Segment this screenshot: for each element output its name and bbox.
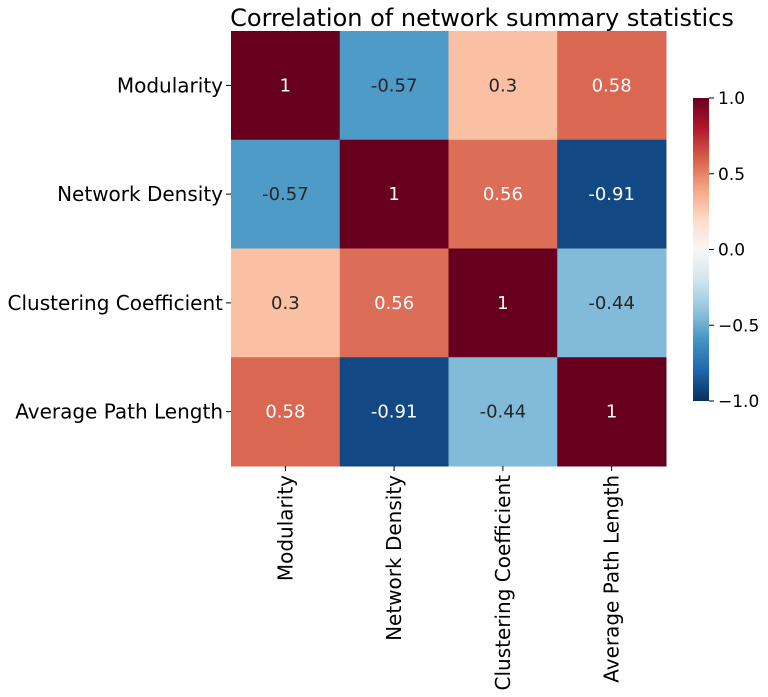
column-tick-label: Network Density bbox=[382, 475, 406, 641]
heatmap-cell-label: -0.57 bbox=[371, 75, 418, 96]
heatmap-cell bbox=[339, 31, 449, 141]
column-tick-label: Modularity bbox=[273, 475, 297, 581]
colorbar-ticks: 1.0 0.5 0.0 −0.5 −1.0 bbox=[709, 89, 759, 412]
column-tick-label: Clustering Coefficient bbox=[491, 475, 515, 691]
heatmap-cell-label: 0.3 bbox=[489, 75, 518, 96]
colorbar-tick-label: −0.5 bbox=[718, 316, 759, 336]
heatmap-cell bbox=[231, 139, 341, 249]
heatmap-cell-label: 0.56 bbox=[374, 293, 414, 314]
heatmap-cell bbox=[231, 357, 341, 467]
heatmap-cell bbox=[557, 357, 667, 467]
heatmap-cell bbox=[448, 31, 558, 141]
heatmap-cell-label: -0.91 bbox=[588, 184, 635, 205]
row-tick-label: Network Density bbox=[57, 182, 223, 206]
heatmap-cell-labels: 1 -0.57 0.3 0.58 -0.57 1 0.56 -0.91 0.3 0.56 1 -0.4… bbox=[262, 75, 635, 422]
heatmap-cell bbox=[448, 139, 558, 249]
heatmap-cell-label: -0.57 bbox=[262, 184, 309, 205]
heatmap-cell bbox=[557, 248, 667, 358]
column-tick-labels: Modularity Network Density Clustering Coef… bbox=[273, 466, 624, 691]
colorbar-tick-label: 1.0 bbox=[718, 89, 745, 109]
heatmap-cell-label: 0.58 bbox=[265, 402, 305, 423]
heatmap-cell bbox=[231, 31, 341, 141]
colorbar: 1.0 0.5 0.0 −0.5 −1.0 bbox=[693, 89, 759, 412]
heatmap-cell bbox=[448, 248, 558, 358]
heatmap-cell-label: -0.44 bbox=[588, 293, 635, 314]
heatmap-cell-label: -0.44 bbox=[480, 402, 527, 423]
row-tick-label: Clustering Coefficient bbox=[8, 291, 224, 315]
heatmap-cell bbox=[339, 248, 449, 358]
heatmap-cell-label: 1 bbox=[497, 293, 508, 314]
row-tick-labels: Modularity Network Density Clustering Coef… bbox=[8, 73, 231, 424]
heatmap-cell bbox=[448, 357, 558, 467]
colorbar-tick-label: 0.5 bbox=[718, 165, 745, 185]
heatmap-cell bbox=[339, 357, 449, 467]
heatmap-cell bbox=[557, 139, 667, 249]
column-tick-label: Average Path Length bbox=[600, 475, 624, 683]
heatmap-cell-label: 1 bbox=[606, 402, 617, 423]
heatmap-cell-label: 0.56 bbox=[483, 184, 523, 205]
heatmap-cell-label: 0.58 bbox=[592, 75, 632, 96]
colorbar-tick-label: −1.0 bbox=[718, 392, 759, 412]
row-tick-label: Modularity bbox=[117, 73, 223, 97]
colorbar-gradient bbox=[693, 98, 709, 401]
row-tick-label: Average Path Length bbox=[15, 400, 223, 424]
heatmap-cell-label: 0.3 bbox=[271, 293, 300, 314]
heatmap-cell-label: -0.91 bbox=[371, 402, 418, 423]
heatmap-cell bbox=[339, 139, 449, 249]
chart-title: Correlation of network summary statistic… bbox=[230, 4, 734, 32]
colorbar-tick-label: 0.0 bbox=[718, 241, 745, 261]
heatmap-cells bbox=[231, 31, 667, 467]
heatmap-cell-label: 1 bbox=[388, 184, 399, 205]
heatmap-cell bbox=[557, 31, 667, 141]
heatmap-cell bbox=[231, 248, 341, 358]
heatmap-cell-label: 1 bbox=[280, 75, 291, 96]
